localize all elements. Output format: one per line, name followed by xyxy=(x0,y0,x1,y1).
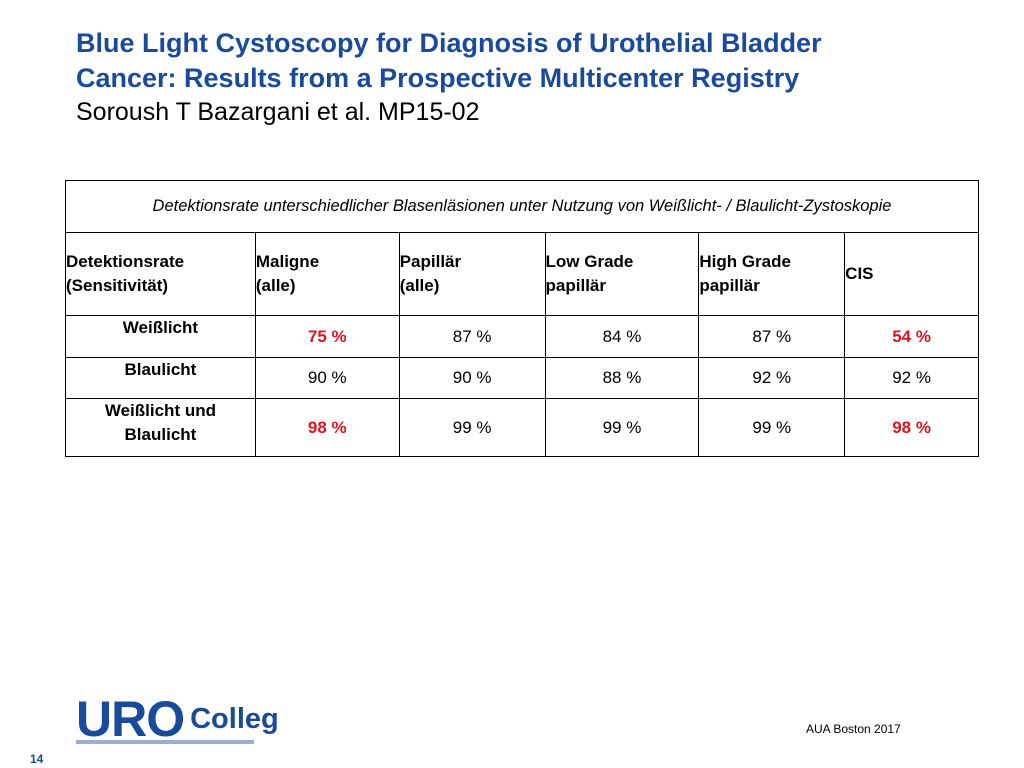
value-cell: 54 % xyxy=(844,315,979,358)
value-cell: 84 % xyxy=(544,315,700,358)
header-label: Maligne xyxy=(255,252,320,271)
header-row: Detektionsrate (Sensitivität) Maligne (a… xyxy=(65,232,979,316)
row-label-white-light: Weißlicht xyxy=(65,315,256,358)
row-label: Blaulicht xyxy=(124,360,197,379)
header-sublabel: (alle) xyxy=(399,276,440,295)
logo-colleg-text: Colleg xyxy=(190,703,279,735)
row-label-combined: Weißlicht und Blaulicht xyxy=(65,398,256,457)
authors-line: Soroush T Bazargani et al. MP15-02 xyxy=(76,98,480,126)
value-cell: 92 % xyxy=(844,357,979,399)
page-number: 14 xyxy=(30,752,44,766)
table-caption: Detektionsrate unterschiedlicher Blasenl… xyxy=(65,180,979,233)
value-cell: 90 % xyxy=(398,357,546,399)
value-cell: 98 % xyxy=(844,398,979,457)
value-cell: 98 % xyxy=(254,398,400,457)
caption-row: Detektionsrate unterschiedlicher Blasenl… xyxy=(65,180,979,233)
value-cell: 87 % xyxy=(698,315,846,358)
header-malignant: Maligne (alle) xyxy=(254,232,400,316)
logo-uro-text: URO xyxy=(76,691,185,747)
row-label: Weißlicht und xyxy=(104,401,216,420)
results-table: Detektionsrate unterschiedlicher Blasenl… xyxy=(65,180,979,457)
conference-label: AUA Boston 2017 xyxy=(806,722,901,736)
row-label: Weißlicht xyxy=(122,318,199,337)
value-cell: 75 % xyxy=(254,315,400,358)
table-row: Weißlicht und Blaulicht 98 % 99 % 99 % 9… xyxy=(65,398,979,457)
table-row: Blaulicht 90 % 90 % 88 % 92 % 92 % xyxy=(65,357,979,399)
row-label-blue-light: Blaulicht xyxy=(65,357,256,399)
title-line-1: Blue Light Cystoscopy for Diagnosis of U… xyxy=(76,28,822,58)
table-row: Weißlicht 75 % 87 % 84 % 87 % 54 % xyxy=(65,315,979,358)
header-label: CIS xyxy=(845,264,874,283)
header-label: Low Grade xyxy=(545,252,634,271)
row-label-continued: Blaulicht xyxy=(124,425,197,444)
header-label: Detektionsrate xyxy=(66,252,185,271)
header-sublabel: papillär xyxy=(699,276,760,295)
value-cell: 90 % xyxy=(254,357,400,399)
logo-underline xyxy=(76,740,254,744)
header-sublabel: (alle) xyxy=(255,276,296,295)
header-sublabel: (Sensitivität) xyxy=(66,276,169,295)
header-label: High Grade xyxy=(699,252,791,271)
header-detection-rate: Detektionsrate (Sensitivität) xyxy=(65,232,256,316)
value-cell: 99 % xyxy=(698,398,846,457)
header-high-grade: High Grade papillär xyxy=(698,232,846,316)
header-sublabel: papillär xyxy=(545,276,606,295)
value-cell: 87 % xyxy=(398,315,546,358)
header-cis: CIS xyxy=(844,232,979,316)
header-low-grade: Low Grade papillär xyxy=(544,232,700,316)
value-cell: 99 % xyxy=(544,398,700,457)
header-label: Papillär xyxy=(399,252,462,271)
value-cell: 88 % xyxy=(544,357,700,399)
value-cell: 99 % xyxy=(398,398,546,457)
value-cell: 92 % xyxy=(698,357,846,399)
slide-title: Blue Light Cystoscopy for Diagnosis of U… xyxy=(76,26,976,127)
title-line-2: Cancer: Results from a Prospective Multi… xyxy=(76,63,800,93)
header-papillary: Papillär (alle) xyxy=(398,232,546,316)
uro-colleg-logo: URO Colleg xyxy=(66,682,279,747)
